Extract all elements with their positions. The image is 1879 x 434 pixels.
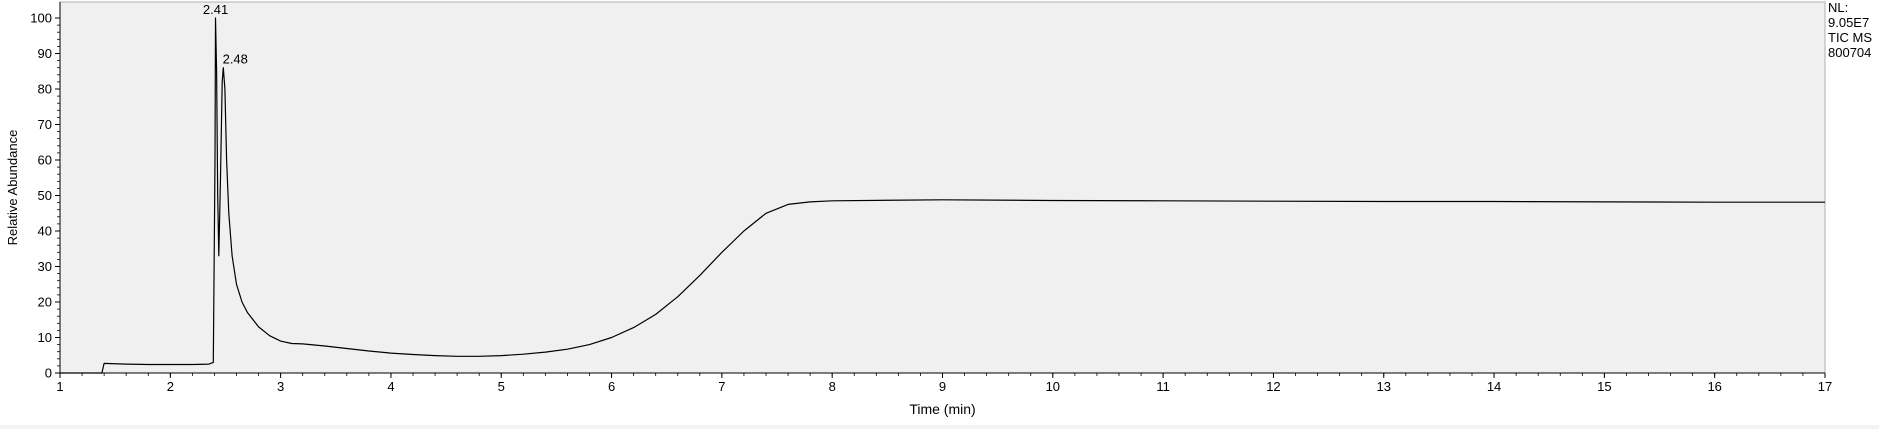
y-tick-label: 100 (30, 11, 52, 26)
x-tick-label: 13 (1377, 379, 1391, 394)
x-tick-label: 16 (1707, 379, 1721, 394)
y-tick-label: 0 (45, 366, 52, 381)
bottom-divider (0, 425, 1879, 429)
x-tick-label: 9 (939, 379, 946, 394)
y-tick-label: 90 (38, 46, 52, 61)
info-line: 800704 (1828, 45, 1871, 60)
y-tick-label: 50 (38, 188, 52, 203)
x-tick-label: 6 (608, 379, 615, 394)
y-axis-label: Relative Abundance (5, 130, 20, 246)
peak-label: 2.41 (203, 2, 228, 17)
y-tick-label: 70 (38, 117, 52, 132)
x-axis-label: Time (min) (909, 401, 975, 417)
x-tick-label: 4 (387, 379, 394, 394)
x-tick-label: 14 (1487, 379, 1501, 394)
x-tick-label: 12 (1266, 379, 1280, 394)
y-tick-label: 40 (38, 224, 52, 239)
series-line-0 (60, 17, 1825, 374)
x-tick-label: 8 (829, 379, 836, 394)
info-line: 9.05E7 (1828, 15, 1869, 30)
peak-label: 2.48 (223, 52, 248, 67)
x-tick-label: 11 (1156, 379, 1170, 394)
y-tick-label: 20 (38, 295, 52, 310)
x-tick-label: 17 (1818, 379, 1832, 394)
info-line: TIC MS (1828, 30, 1872, 45)
y-tick-label: 80 (38, 82, 52, 97)
y-tick-label: 60 (38, 153, 52, 168)
x-tick-label: 15 (1597, 379, 1611, 394)
plot-area (59, 1, 1826, 374)
x-tick-label: 1 (56, 379, 63, 394)
y-tick-label: 10 (38, 330, 52, 345)
x-tick-label: 10 (1046, 379, 1060, 394)
x-tick-label: 5 (498, 379, 505, 394)
info-line: NL: (1828, 0, 1848, 15)
x-tick-label: 7 (718, 379, 725, 394)
y-tick-label: 30 (38, 259, 52, 274)
x-tick-label: 2 (167, 379, 174, 394)
x-tick-label: 3 (277, 379, 284, 394)
